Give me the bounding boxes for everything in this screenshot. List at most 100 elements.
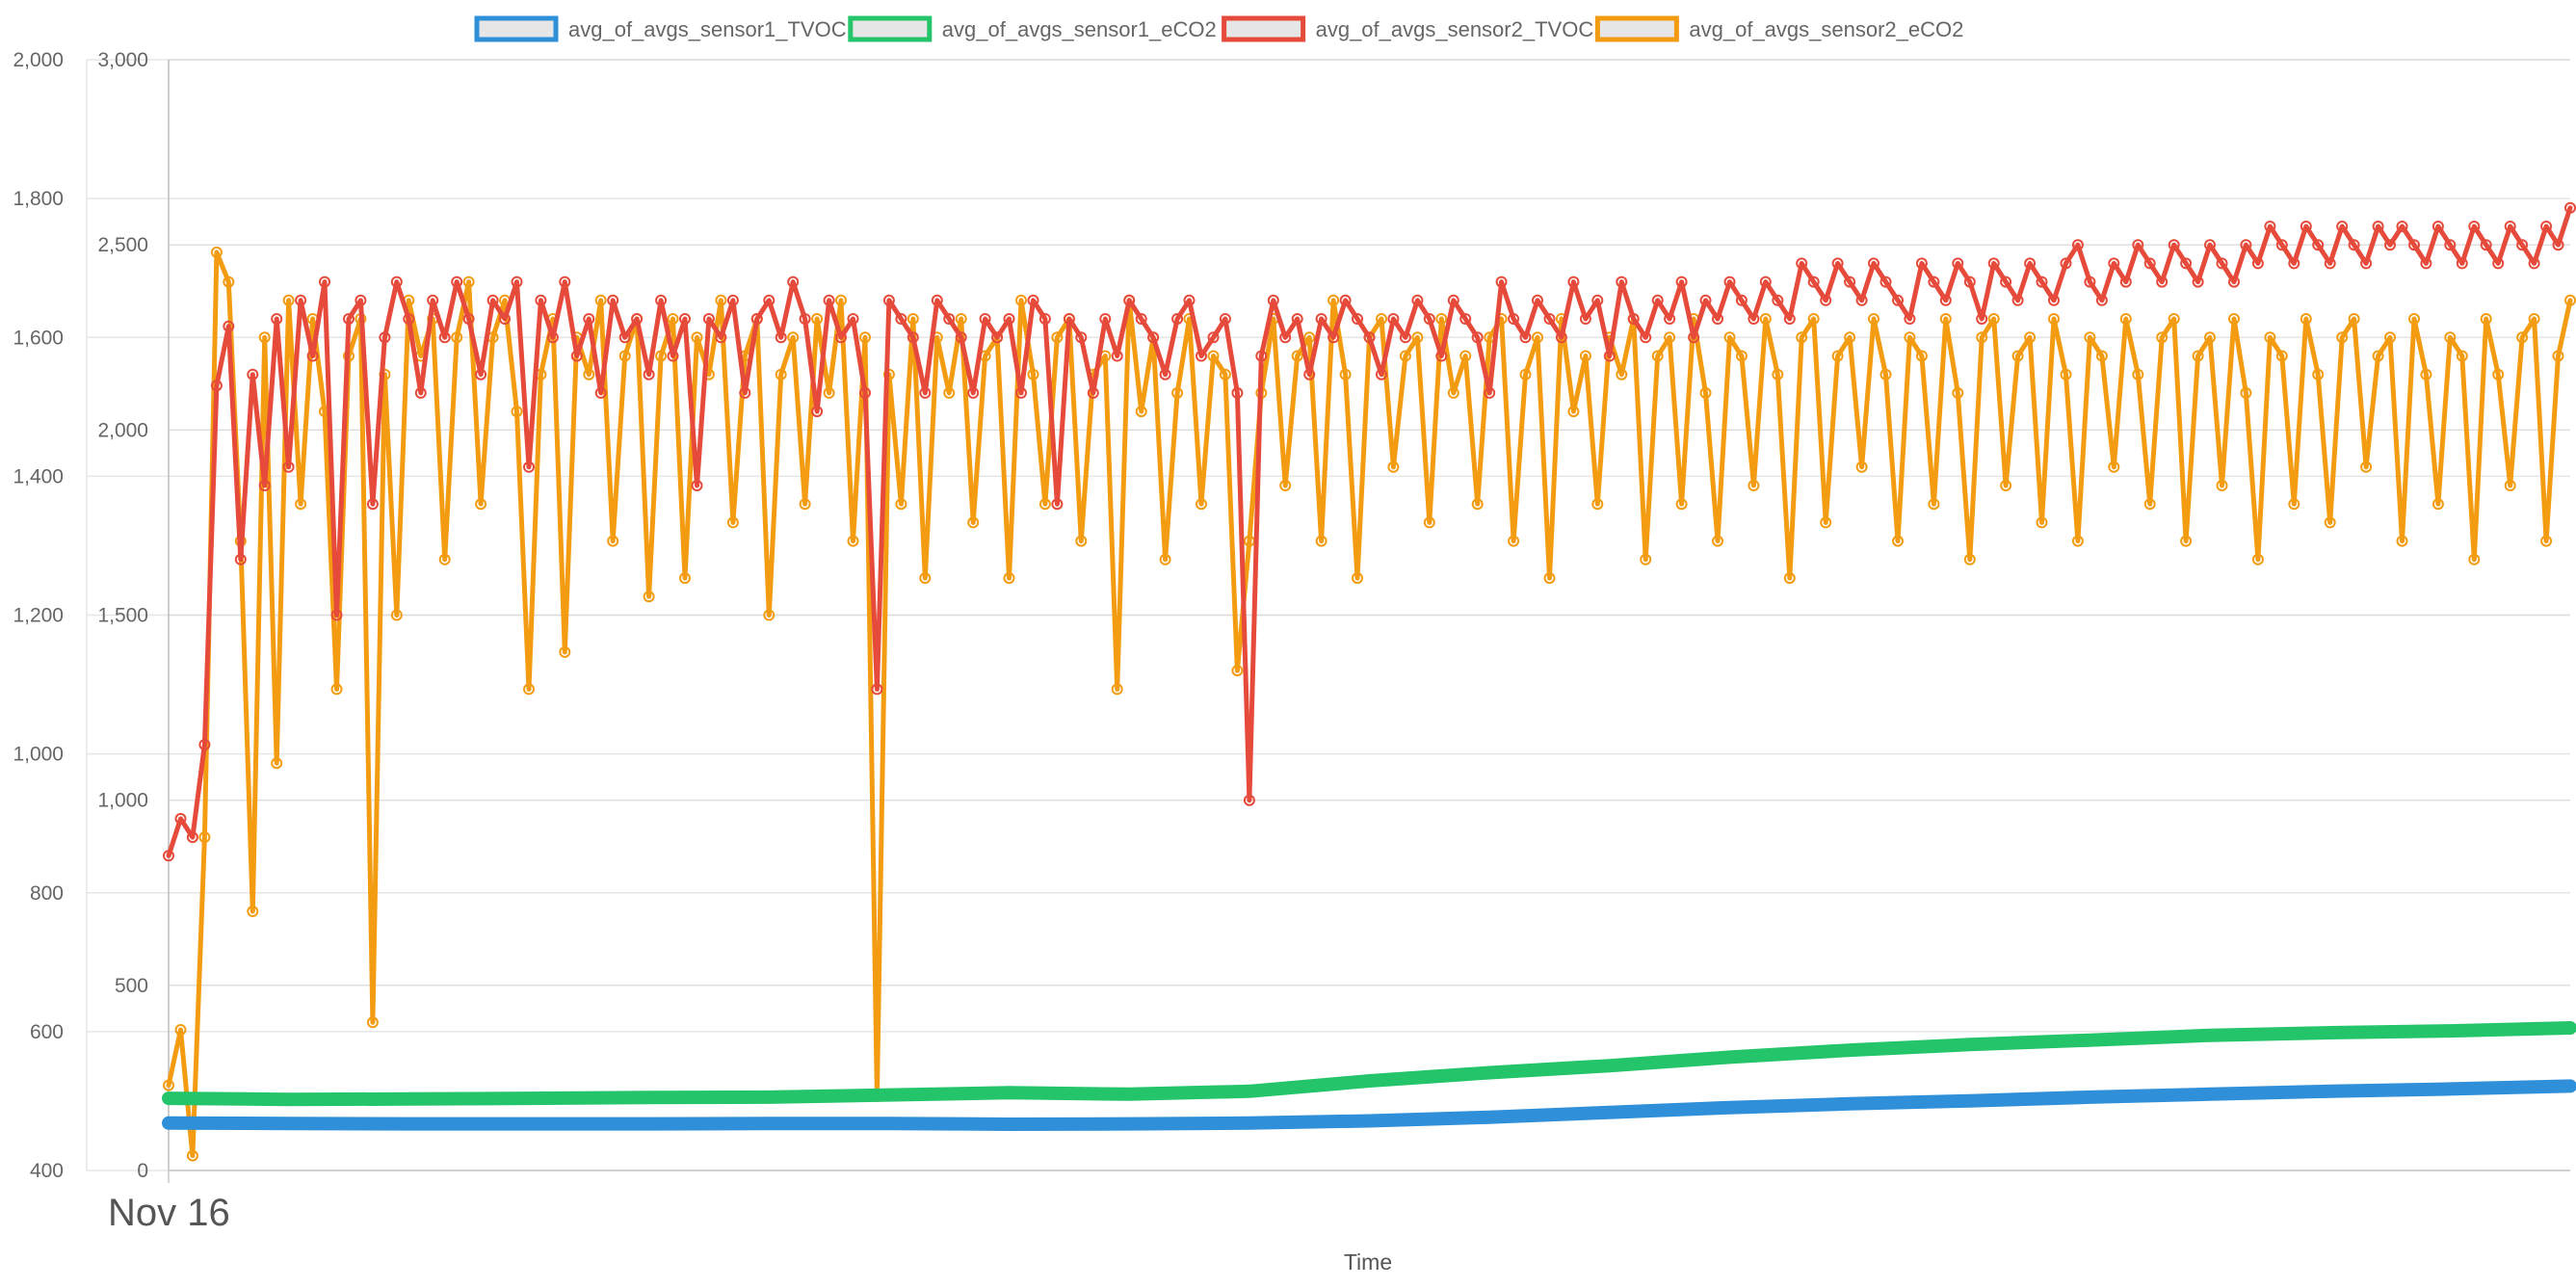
- data-point: [2396, 221, 2408, 232]
- data-point: [2372, 350, 2384, 362]
- left-y-axis: 2,000 1,800 1,600 1,400 1,200 1,000 800 600 400: [13, 49, 64, 1182]
- data-point: [2528, 313, 2540, 325]
- data-point: [1783, 313, 1796, 325]
- data-point: [1111, 683, 1123, 696]
- data-point: [1963, 276, 1976, 288]
- data-point: [1688, 331, 1700, 344]
- data-point: [1075, 331, 1088, 344]
- data-point: [1003, 572, 1015, 585]
- data-point: [1183, 294, 1196, 306]
- inner-tick-label: 2,000: [97, 419, 148, 441]
- data-point: [2336, 221, 2349, 232]
- data-point: [835, 294, 847, 306]
- data-point: [763, 294, 775, 306]
- data-point: [1267, 294, 1279, 306]
- data-point: [691, 331, 703, 344]
- data-point: [2504, 480, 2516, 491]
- data-point: [1087, 386, 1099, 399]
- data-point: [2384, 331, 2396, 344]
- data-point: [2300, 221, 2312, 232]
- data-point: [991, 331, 1004, 344]
- data-point: [2048, 294, 2060, 306]
- data-point: [1579, 350, 1591, 362]
- data-point: [2036, 516, 2048, 529]
- data-point: [1627, 313, 1640, 325]
- data-point: [1783, 572, 1796, 585]
- data-point: [1855, 460, 1868, 473]
- data-point: [1219, 368, 1231, 381]
- data-point: [2564, 294, 2576, 306]
- data-point: [2095, 350, 2108, 362]
- data-point: [379, 331, 391, 344]
- data-point: [607, 535, 619, 547]
- data-point: [1735, 350, 1748, 362]
- data-point: [475, 498, 487, 511]
- data-point: [2324, 516, 2336, 529]
- data-point: [1291, 350, 1303, 362]
- data-point: [618, 350, 631, 362]
- data-point: [2348, 239, 2360, 251]
- x-axis-title: Time: [1344, 1249, 1392, 1275]
- data-point: [1759, 313, 1772, 325]
- data-point: [1904, 313, 1916, 325]
- data-point: [943, 386, 956, 399]
- data-point: [1315, 535, 1327, 547]
- data-point: [787, 331, 800, 344]
- data-point: [1904, 331, 1916, 344]
- data-point: [271, 313, 283, 325]
- data-point: [2528, 257, 2540, 270]
- data-point: [967, 516, 980, 529]
- legend-item-2: avg_of_avgs_sensor2_TVOC: [1222, 15, 1593, 42]
- data-point: [1255, 350, 1268, 362]
- data-point: [919, 386, 932, 399]
- data-point: [1303, 368, 1316, 381]
- data-point: [319, 276, 330, 288]
- data-point: [594, 294, 607, 306]
- data-point: [1135, 313, 1147, 325]
- data-point: [1987, 313, 2000, 325]
- data-point: [1423, 516, 1435, 529]
- data-point: [234, 553, 247, 565]
- data-point: [1315, 313, 1327, 325]
- data-point: [2000, 276, 2012, 288]
- data-point: [1339, 294, 1352, 306]
- data-point: [2180, 535, 2193, 547]
- data-point: [1915, 257, 1928, 270]
- data-point: [1532, 331, 1543, 344]
- inner-tick-label: 3,000: [97, 49, 148, 71]
- data-point: [2264, 331, 2276, 344]
- data-point: [1279, 331, 1292, 344]
- data-point: [223, 320, 235, 332]
- data-point: [2228, 276, 2240, 288]
- data-point: [1892, 294, 1904, 306]
- series-line: [166, 250, 2573, 1159]
- data-point: [882, 294, 895, 306]
- data-point: [691, 480, 703, 491]
- data-point: [1987, 257, 2000, 270]
- data-point: [2456, 257, 2468, 270]
- data-point: [955, 313, 967, 325]
- data-point: [1567, 276, 1580, 288]
- data-point: [835, 331, 847, 344]
- data-point: [1207, 331, 1220, 344]
- data-point: [2372, 221, 2384, 232]
- data-point: [2348, 313, 2360, 325]
- data-point: [1171, 313, 1184, 325]
- data-point: [655, 294, 668, 306]
- data-point: [1376, 368, 1387, 381]
- data-point: [1038, 498, 1051, 511]
- data-point: [1459, 313, 1472, 325]
- left-tick-label: 800: [30, 882, 64, 905]
- data-point: [763, 609, 775, 621]
- data-point: [2192, 350, 2204, 362]
- data-point: [1508, 313, 1520, 325]
- data-point: [1196, 350, 1207, 362]
- data-point: [955, 331, 967, 344]
- inner-tick-label: 1,500: [97, 605, 148, 627]
- data-point: [1231, 665, 1244, 677]
- data-point: [2011, 350, 2024, 362]
- data-point: [1699, 294, 1712, 306]
- data-point: [1807, 276, 1820, 288]
- data-point: [2492, 368, 2505, 381]
- data-point: [2108, 257, 2120, 270]
